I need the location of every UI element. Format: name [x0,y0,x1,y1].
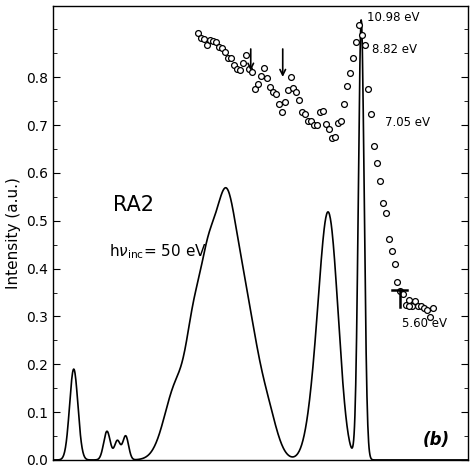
Text: (b): (b) [423,430,450,448]
Text: 5.60 eV: 5.60 eV [402,317,447,330]
Text: h$\nu_{\rm inc}$= 50 eV: h$\nu_{\rm inc}$= 50 eV [109,243,207,261]
Text: 7.05 eV: 7.05 eV [385,116,430,129]
Text: RA2: RA2 [113,195,154,215]
Text: 8.82 eV: 8.82 eV [372,43,417,56]
Y-axis label: Intensity (a.u.): Intensity (a.u.) [6,177,20,289]
Text: 10.98 eV: 10.98 eV [367,11,419,24]
